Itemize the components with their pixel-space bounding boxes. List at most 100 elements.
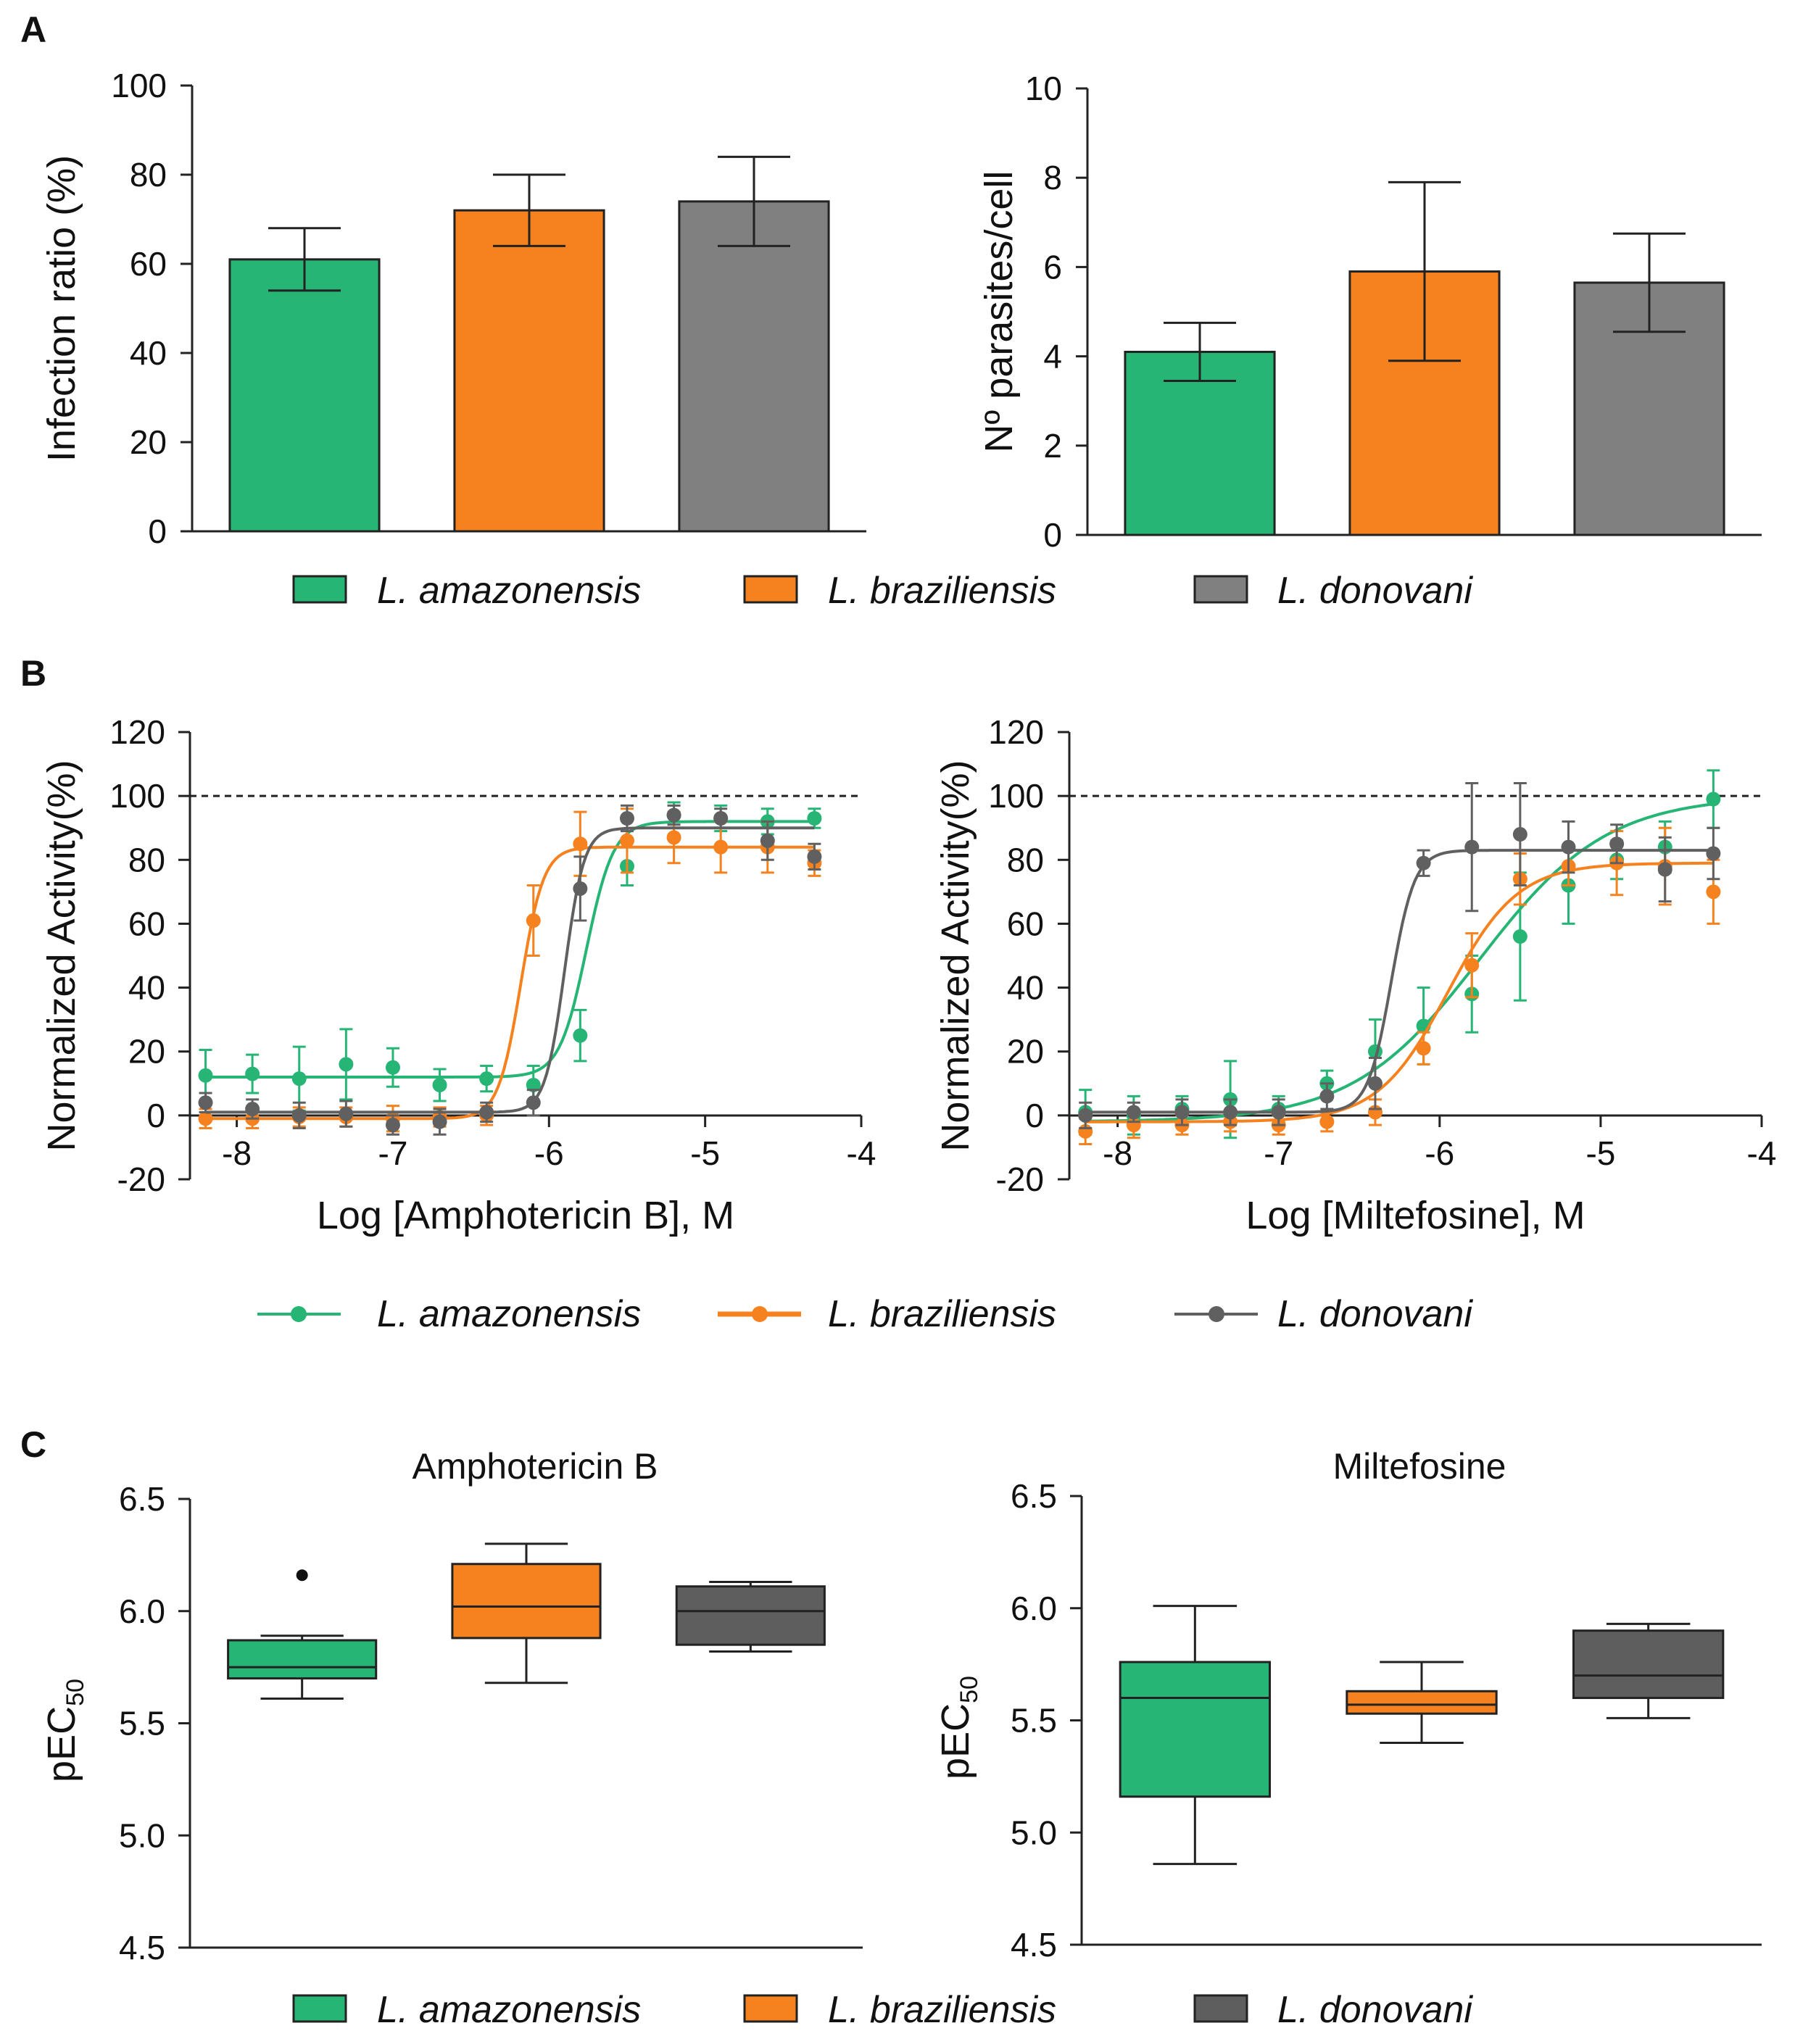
data-point [713,839,729,855]
chart-miltefosine-dose-response: -20 0 20 40 60 80 100 120 -8 -7 -6 -5 -4 Normalized A… [934,713,1776,1237]
y-tick-label: 20 [130,423,167,461]
fit-curve-donovani [205,826,815,1114]
y-axis-label: Normalized Activity(%) [40,760,83,1151]
outlier-point [296,1569,308,1582]
box-braziliensis [1346,1661,1498,1744]
y-tick-label: 10 [1025,70,1062,107]
legend-b-label-amazonensis: L. amazonensis [377,1293,641,1335]
data-point [245,1102,260,1117]
y-tick-label: 100 [109,777,165,815]
y-tick-label: 2 [1043,427,1062,465]
fit-curve-amazonensis [205,820,815,1079]
box-iqr [1572,1629,1725,1700]
data-point [385,1118,400,1133]
y-tick-label: 60 [130,245,167,283]
bar-donovani [678,200,830,533]
data-point [666,830,681,845]
data-point [432,1077,447,1092]
data-point [1464,957,1480,973]
chart-parasites-per-cell: 0 2 4 6 8 10 Nº parasites/cell [977,70,1762,554]
data-point [573,1028,588,1043]
fit-curve-amazonensis [1085,802,1714,1123]
x-tick-label: -7 [1264,1134,1293,1172]
legend-c-label-amazonensis: L. amazonensis [377,1989,641,2031]
data-point [1126,1105,1141,1120]
data-point [619,833,634,848]
data-point [1078,1108,1093,1123]
legend-c-label-braziliensis: L. braziliensis [828,1989,1056,2031]
legend-a: L. amazonensis L. braziliensis L. donova… [292,570,1473,612]
bar-amazonensis [228,258,381,533]
data-point [432,1114,447,1129]
legend-b-marker-donovani [1209,1306,1224,1322]
legend-b-label-donovani: L. donovani [1277,1293,1473,1335]
y-tick-label: 100 [111,67,167,104]
data-point [1706,846,1721,861]
y-tick-label: 0 [146,1097,165,1134]
chart-amphotericin-pec50: 4.5 5.0 5.5 6.0 6.5 Amphotericin B pEC50 [40,1446,863,1966]
data-point [1271,1105,1286,1120]
series-donovani [1078,782,1721,1129]
data-point [291,1108,307,1123]
y-tick-label: 4.5 [1011,1926,1057,1964]
data-point [245,1066,260,1081]
legend-c-label-donovani: L. donovani [1277,1989,1473,2031]
y-tick-label: 0 [1043,516,1062,554]
y-tick-label: 20 [128,1033,165,1071]
data-point [1416,855,1431,871]
series-braziliensis [198,807,822,1133]
chart-amphotericin-dose-response: -20 0 20 40 60 80 100 120 -8 -7 -6 -5 -4 Normalized A… [40,713,876,1237]
box-amazonensis [227,1569,378,1700]
legend-c: L. amazonensis L. braziliensis L. donova… [292,1989,1473,2031]
x-tick-label: -5 [690,1134,720,1172]
y-tick-label: 5.0 [1011,1814,1057,1851]
x-tick-label: -5 [1585,1134,1615,1172]
legend-b-marker-braziliensis [752,1306,768,1322]
y-axis-label: pEC50 [934,1676,983,1779]
data-point [1609,836,1625,852]
box-iqr [451,1563,602,1640]
panel-letter-a: A [20,9,46,50]
data-point [666,807,681,823]
panel-letter-c: C [20,1424,46,1465]
y-tick-label: 120 [109,713,165,751]
data-point [1367,1076,1382,1091]
chart-title: Miltefosine [1333,1446,1506,1487]
y-axis-label: Nº parasites/cell [977,171,1021,453]
data-point [198,1068,213,1083]
data-point [807,849,822,864]
y-tick-label: 80 [130,156,167,194]
data-point [1512,827,1527,842]
x-tick-label: -8 [222,1134,252,1172]
y-tick-label: 6.0 [1011,1590,1057,1627]
x-tick-label: -7 [378,1134,408,1172]
data-point [1319,1089,1335,1104]
data-point [339,1106,354,1121]
data-point [1512,929,1527,944]
data-point [1464,839,1480,855]
y-tick-label: 6 [1043,248,1062,286]
y-tick-label: 5.0 [119,1816,165,1854]
fit-curve-braziliensis [1085,861,1714,1123]
data-point [760,833,775,848]
y-tick-label: 8 [1043,159,1062,196]
box-iqr [1346,1690,1498,1715]
data-point [1706,884,1721,900]
data-point [479,1105,494,1120]
y-tick-label: 5.5 [119,1705,165,1742]
x-tick-label: -6 [1425,1134,1454,1172]
fit-curve-donovani [1085,849,1714,1114]
legend-a-swatch-braziliensis [743,575,798,604]
x-axis-label: Log [Amphotericin B], M [317,1194,734,1237]
y-axis-label: Normalized Activity(%) [934,760,977,1151]
y-tick-label: 20 [1007,1033,1044,1071]
series-amazonensis [1078,769,1721,1139]
data-point [573,836,588,852]
legend-c-swatch-donovani [1193,1994,1248,2023]
data-point [619,810,634,826]
data-point [526,913,541,928]
y-tick-label: 120 [988,713,1044,751]
y-tick-label: 40 [128,969,165,1007]
y-tick-label: 60 [1007,905,1044,942]
